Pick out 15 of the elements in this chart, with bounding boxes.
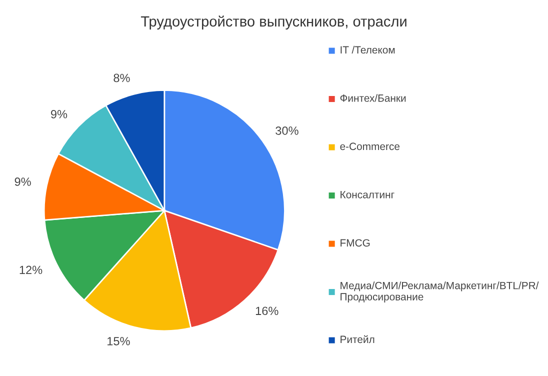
legend-label: Медиа/СМИ/Реклама/Маркетинг/BTL/PR/ Продюсирование	[340, 282, 539, 302]
chart-title: Трудоустройство выпускников, отрасли	[140, 16, 406, 30]
legend-label: Финтех/Банки	[340, 94, 406, 102]
legend-label: e-Commerce	[340, 142, 400, 150]
data-label: 8%	[114, 74, 130, 82]
legend-label: Ритейл	[340, 335, 374, 344]
data-label: 9%	[50, 110, 68, 118]
data-label: 9%	[14, 178, 31, 186]
data-label: 16%	[256, 306, 278, 316]
legend-label: Консалтинг	[340, 191, 394, 198]
legend-label: FMCG	[340, 239, 370, 247]
legend-label: IT /Телеком	[340, 46, 395, 54]
data-label: 15%	[108, 337, 130, 346]
data-label: 30%	[276, 126, 298, 135]
data-label: 12%	[20, 266, 42, 274]
